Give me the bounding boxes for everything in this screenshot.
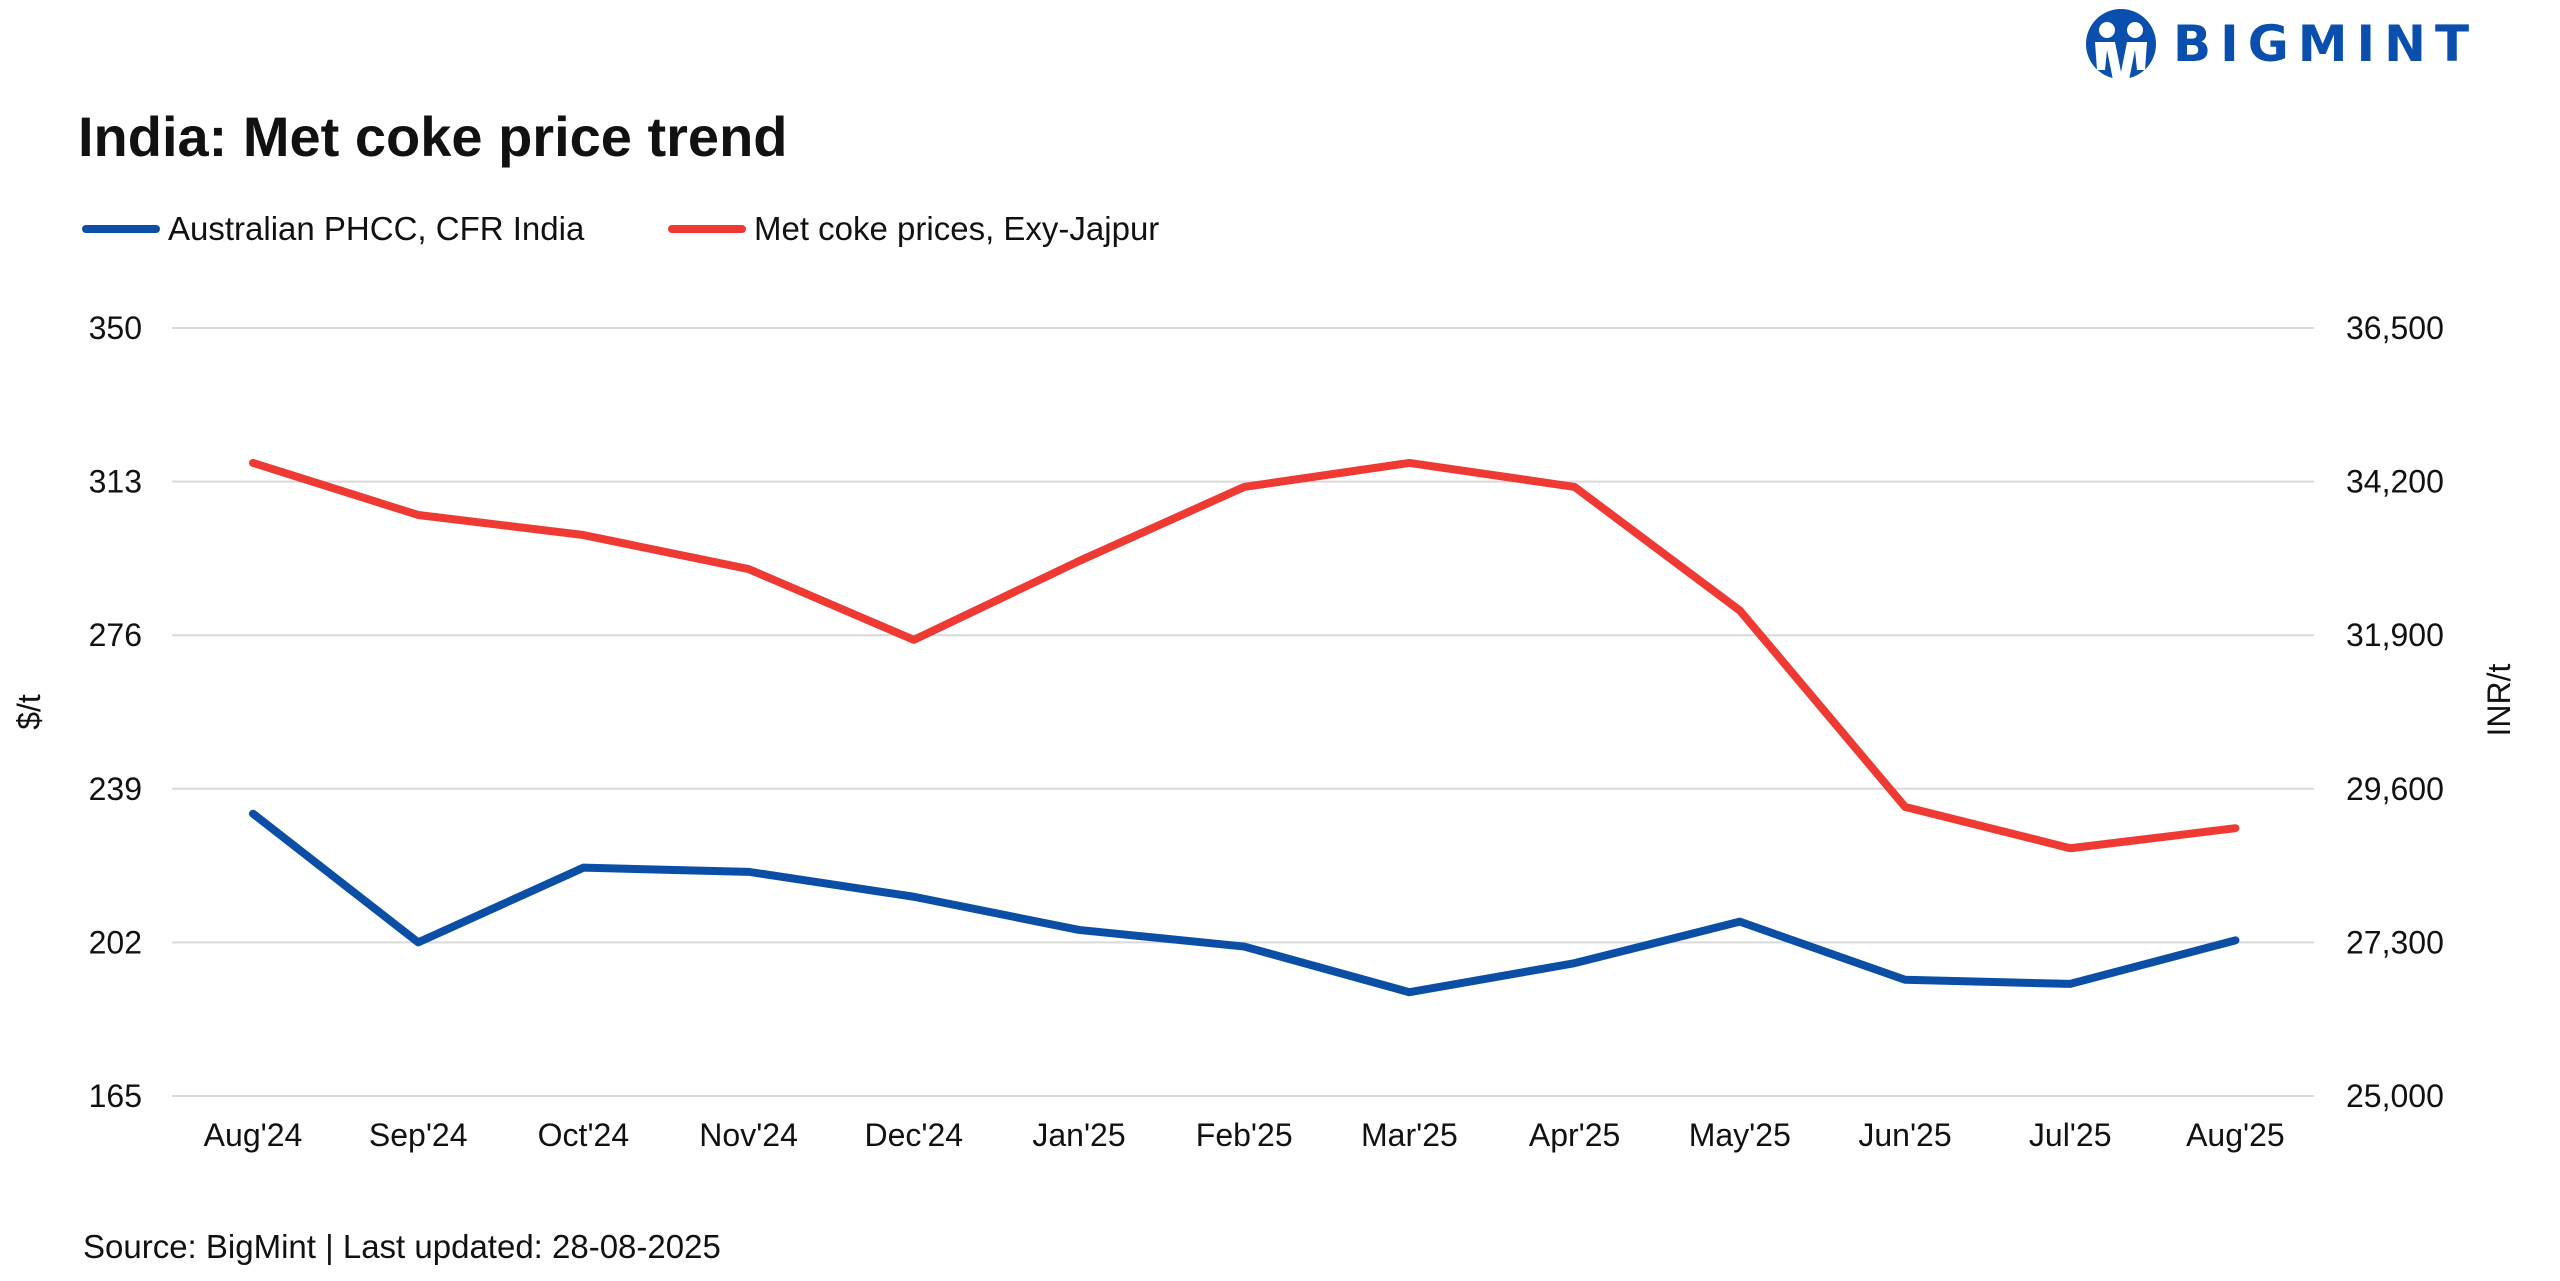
y-axis-left-label: $/t bbox=[11, 694, 47, 730]
x-tick-label: Jun'25 bbox=[1858, 1117, 1951, 1153]
people-logo-icon bbox=[2086, 9, 2156, 80]
x-tick-label: Mar'25 bbox=[1361, 1117, 1458, 1153]
bigmint-logo: BIGMINT bbox=[2085, 8, 2478, 80]
y-tick-right: 25,000 bbox=[2346, 1078, 2444, 1114]
x-tick-label: Apr'25 bbox=[1529, 1117, 1621, 1153]
legend-item-phcc: Australian PHCC, CFR India bbox=[82, 210, 584, 248]
series-line-0 bbox=[249, 809, 2240, 997]
x-tick-label: Aug'25 bbox=[2186, 1117, 2285, 1153]
y-tick-right: 27,300 bbox=[2346, 924, 2444, 960]
x-tick-label: Dec'24 bbox=[864, 1117, 963, 1153]
y-axis-right-label: INR/t bbox=[2481, 663, 2517, 736]
x-tick-label: May'25 bbox=[1689, 1117, 1791, 1153]
y-tick-left: 202 bbox=[89, 924, 142, 960]
y-tick-left: 276 bbox=[89, 617, 142, 653]
y-tick-left: 165 bbox=[89, 1078, 142, 1114]
x-tick-label: Nov'24 bbox=[699, 1117, 798, 1153]
chart-title: India: Met coke price trend bbox=[78, 105, 788, 168]
x-tick-label: Sep'24 bbox=[369, 1117, 468, 1153]
x-tick-label: Aug'24 bbox=[204, 1117, 303, 1153]
y-tick-right: 36,500 bbox=[2346, 310, 2444, 346]
legend-item-metcoke: Met coke prices, Exy-Jajpur bbox=[668, 210, 1159, 248]
legend-swatch-red bbox=[668, 225, 746, 233]
x-tick-label: Jul'25 bbox=[2029, 1117, 2112, 1153]
y-tick-left: 239 bbox=[89, 771, 142, 807]
logo-text: BIGMINT bbox=[2173, 15, 2479, 73]
legend-label: Australian PHCC, CFR India bbox=[168, 210, 585, 247]
source-note: Source: BigMint | Last updated: 28-08-20… bbox=[83, 1228, 721, 1265]
x-tick-label: Feb'25 bbox=[1196, 1117, 1293, 1153]
y-tick-right: 34,200 bbox=[2346, 464, 2444, 500]
x-tick-label: Jan'25 bbox=[1032, 1117, 1125, 1153]
x-tick-label: Oct'24 bbox=[538, 1117, 629, 1153]
series-line-1 bbox=[249, 458, 2240, 853]
legend-swatch-blue bbox=[82, 225, 160, 233]
y-tick-left: 350 bbox=[89, 310, 142, 346]
y-tick-left: 313 bbox=[89, 464, 142, 500]
legend-label: Met coke prices, Exy-Jajpur bbox=[754, 210, 1160, 247]
y-tick-right: 29,600 bbox=[2346, 771, 2444, 807]
y-tick-right: 31,900 bbox=[2346, 617, 2444, 653]
